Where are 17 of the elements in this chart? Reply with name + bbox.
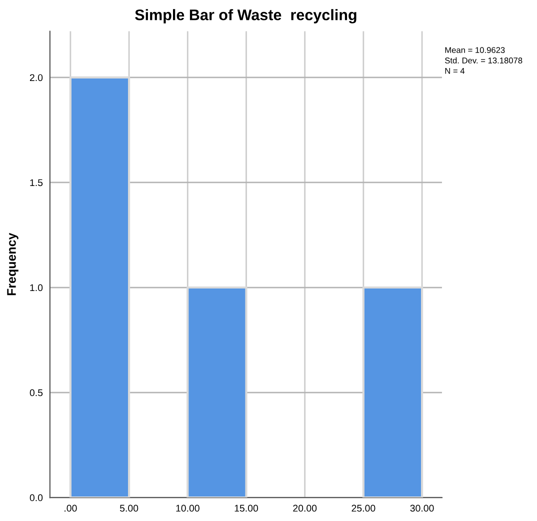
x-tick-label: 30.00 — [410, 504, 434, 512]
y-axis-title: Frequency — [7, 232, 18, 296]
y-tick-label: 1.5 — [30, 179, 43, 186]
chart-title: Simple Bar of Waste recycling — [135, 9, 356, 24]
text: Std. Dev. = 13.18078 — [445, 57, 522, 64]
x-tick-label: 5.00 — [120, 504, 138, 512]
y-tick-label: 2.0 — [30, 74, 43, 82]
x-tick-label: 20.00 — [293, 504, 317, 512]
y-tick-label: 0.5 — [30, 389, 43, 396]
y-tick-label: 1.0 — [30, 284, 43, 292]
x-tick-label: 25.00 — [352, 504, 376, 512]
y-tick-label: 0.0 — [30, 494, 43, 502]
text: Mean = 10.9623 — [445, 47, 505, 54]
text: N = 4 — [445, 68, 465, 74]
x-tick-label: .00 — [64, 504, 77, 512]
x-tick-label: 10.00 — [176, 504, 200, 512]
x-tick-label: 15.00 — [234, 504, 258, 512]
